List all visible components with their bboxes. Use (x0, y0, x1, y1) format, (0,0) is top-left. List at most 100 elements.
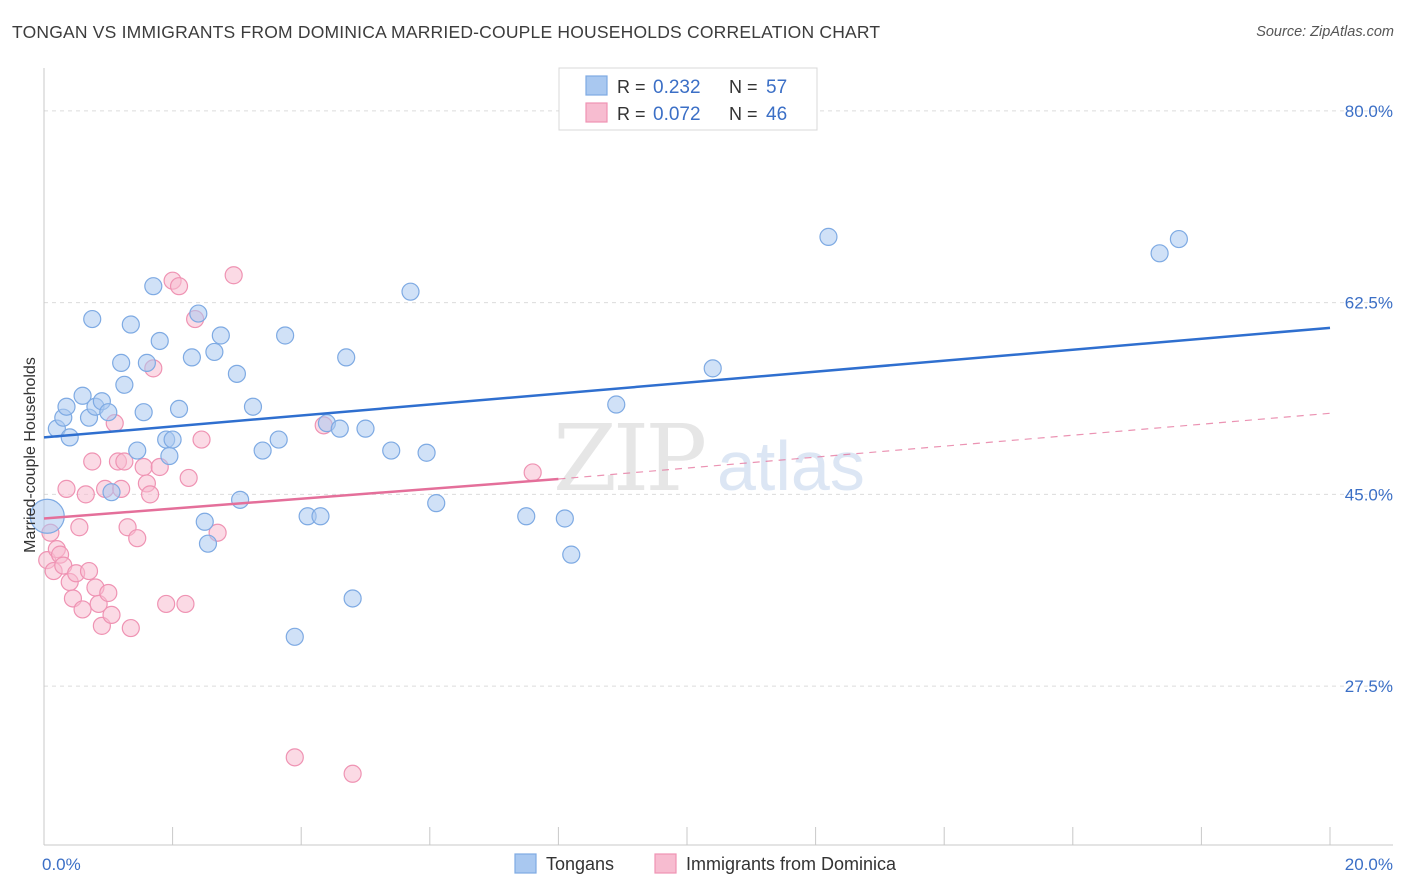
bottom-legend-swatch-pink (654, 853, 677, 874)
axes (43, 68, 1393, 846)
tongans-point (211, 326, 230, 345)
y-axis-label: Married-couple Households (22, 357, 39, 553)
dominica-point (73, 600, 92, 619)
tongans-point (73, 386, 92, 405)
tongans-point (382, 441, 401, 460)
tongans-point (427, 494, 446, 513)
y-tick-label: 45.0% (1345, 485, 1393, 504)
tongans-point (337, 348, 356, 367)
bottom-legend-label-dominica: Immigrants from Dominica (686, 854, 897, 874)
tongans-point (253, 441, 272, 460)
tongans-point (189, 304, 208, 323)
tongans-point (195, 512, 214, 531)
dominica-point (343, 764, 362, 783)
legend-swatch-pink (585, 102, 608, 123)
tongans-point (128, 441, 147, 460)
y-tick-label: 80.0% (1345, 102, 1393, 121)
tongans-point (57, 397, 76, 416)
bottom-legend-label-tongans: Tongans (546, 854, 614, 874)
watermark-atlas: atlas (717, 427, 865, 505)
tongans-point (703, 359, 722, 378)
chart-title: TONGAN VS IMMIGRANTS FROM DOMINICA MARRI… (12, 22, 881, 42)
tongans-point (343, 589, 362, 608)
tongans-point (137, 353, 156, 372)
y-tick-label: 62.5% (1345, 294, 1393, 313)
legend-r-label-2: R = (617, 104, 646, 124)
tongans-point (1169, 229, 1188, 249)
tongans-point (819, 227, 838, 246)
pink-series-points (38, 266, 542, 783)
tongans-point (60, 428, 79, 447)
y-tick-label: 27.5% (1345, 677, 1393, 696)
legend-n-value-2: 46 (766, 104, 787, 125)
dominica-point (140, 485, 160, 504)
tongans-trend-line (43, 326, 1331, 439)
tongans-point (83, 309, 102, 329)
tongans-point (99, 403, 118, 422)
dominica-point (169, 277, 189, 296)
tongans-point (134, 403, 153, 422)
tongans-point (115, 375, 134, 394)
dominica-point (179, 468, 198, 488)
dominica-point (83, 452, 102, 471)
legend-n-label-1: N = (729, 77, 758, 97)
x-tick-label: 20.0% (1345, 855, 1393, 874)
dominica-point (176, 594, 195, 614)
legend-swatch-blue (585, 75, 608, 96)
source-credit: Source: ZipAtlas.com (1256, 24, 1394, 40)
dominica-point (157, 594, 176, 614)
tongans-point (276, 326, 295, 345)
legend-r-label-1: R = (617, 77, 646, 97)
tongans-point (160, 446, 179, 466)
legend-n-value-1: 57 (766, 77, 787, 98)
legend-n-label-2: N = (729, 104, 758, 124)
tongans-point (417, 443, 436, 462)
tongans-point (198, 534, 218, 553)
tongans-point (401, 282, 420, 301)
dominica-point (115, 452, 134, 471)
tongans-point (227, 364, 246, 383)
tongans-point (182, 348, 201, 367)
bottom-legend-swatch-blue (514, 853, 537, 874)
tongans-point (169, 399, 189, 419)
tongans-point (102, 483, 121, 502)
dominica-point (192, 430, 211, 449)
tongans-point (144, 277, 163, 296)
tongans-point (243, 397, 263, 416)
tongans-point (562, 545, 581, 564)
watermark: ZIP atlas (553, 405, 865, 512)
tongans-point (163, 430, 182, 449)
x-tick-label: 0.0% (42, 855, 81, 874)
tongans-point (205, 342, 224, 362)
tongans-point (356, 419, 375, 438)
tongans-point (555, 509, 574, 528)
tongans-point (330, 419, 349, 438)
dominica-point (224, 266, 243, 285)
tongans-point (121, 315, 140, 334)
legend-r-value-2: 0.072 (653, 104, 701, 125)
dominica-point (523, 463, 542, 482)
tongans-point (231, 490, 250, 509)
tongans-point (517, 507, 536, 526)
dominica-point (121, 618, 140, 638)
dominica-point (285, 748, 304, 767)
tongans-point (269, 430, 288, 449)
tongans-point (112, 353, 131, 372)
dominica-point (76, 485, 95, 504)
tick-labels: 27.5% 45.0% 62.5% 80.0% 0.0% 20.0% (42, 102, 1393, 874)
tongans-point (285, 627, 304, 646)
trend-lines (43, 326, 1331, 520)
blue-series-points (29, 227, 1188, 646)
top-legend: R = 0.232 N = 57 R = 0.072 N = 46 (558, 67, 818, 131)
tongans-point (150, 331, 169, 351)
legend-r-value-1: 0.232 (653, 77, 701, 98)
dominica-point (99, 583, 118, 603)
dominica-point (70, 518, 89, 537)
grid-lines (44, 110, 1393, 687)
tongans-point (311, 507, 330, 526)
dominica-point (57, 479, 76, 498)
tongans-point (607, 395, 626, 414)
dominica-trend-line (43, 477, 559, 520)
watermark-zip: ZIP (553, 405, 704, 512)
